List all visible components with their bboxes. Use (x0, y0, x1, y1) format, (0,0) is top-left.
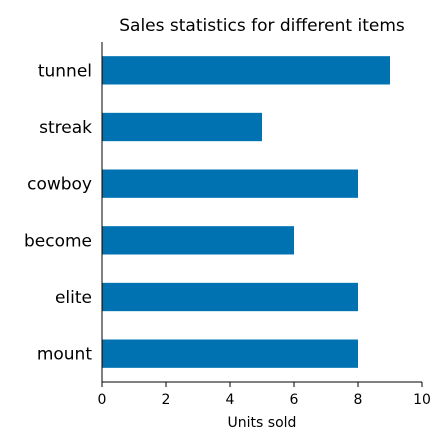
bar-elite (102, 282, 358, 312)
x-tick-label: 2 (162, 392, 171, 408)
x-tick-label: 0 (98, 392, 107, 408)
category-label-become: become (24, 231, 92, 251)
bar-tunnel (102, 56, 390, 85)
axes (101, 42, 422, 383)
x-tick-label: 10 (413, 392, 431, 408)
x-tick-label: 4 (226, 392, 235, 408)
x-axis-label: Units sold (228, 415, 297, 431)
category-label-tunnel: tunnel (38, 61, 92, 81)
category-label-streak: streak (39, 118, 92, 138)
bar-streak (102, 112, 262, 142)
x-tick-label: 8 (354, 392, 363, 408)
bars-group (102, 56, 390, 368)
category-label-cowboy: cowboy (27, 175, 92, 195)
x-ticks: 0 2 4 6 8 10 (98, 382, 431, 408)
chart-title: Sales statistics for different items (119, 16, 405, 36)
bar-cowboy (102, 169, 358, 198)
x-tick-label: 6 (290, 392, 299, 408)
category-label-mount: mount (37, 345, 93, 365)
category-label-elite: elite (55, 288, 92, 308)
bar-become (102, 226, 294, 255)
category-labels: tunnel streak cowboy become elite mount (24, 61, 92, 364)
bar-mount (102, 339, 358, 368)
